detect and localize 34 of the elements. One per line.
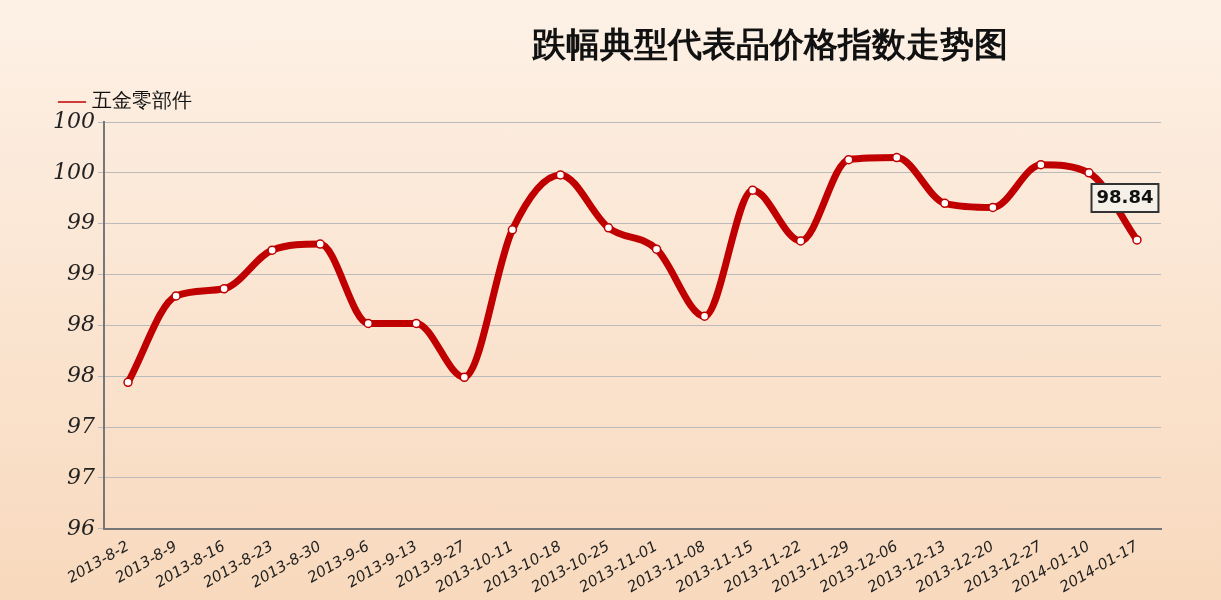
point [555,170,566,180]
point [699,311,710,322]
point [747,185,758,195]
point [603,223,614,233]
point [843,154,854,165]
chart-title: 跌幅典型代表品价格指数走势图 [531,23,1009,66]
y-tick-label: 98 [66,361,95,387]
y-tick-label: 99 [66,260,95,286]
data-label: 98.84 [1096,185,1154,207]
y-tick-label: 100 [52,107,95,133]
point [988,202,998,213]
point [363,318,373,329]
point [315,239,325,249]
point [1036,159,1046,170]
point [1084,168,1094,178]
point [795,236,806,246]
point [171,291,181,301]
y-tick-label: 96 [66,514,95,540]
point [123,377,133,388]
point [892,152,902,163]
point [507,225,518,235]
y-tick-label: 97 [66,412,95,438]
y-tick-label: 100 [52,158,95,184]
y-tick-label: 97 [66,463,95,489]
y-tick-label: 99 [66,209,95,235]
y-tick-label: 98 [66,311,95,337]
legend-label: 五金零部件 [92,88,192,113]
point [1132,235,1142,245]
point [267,245,277,255]
point [651,244,662,254]
point [940,198,950,209]
point [459,372,470,383]
point [411,318,422,329]
point [219,284,229,294]
